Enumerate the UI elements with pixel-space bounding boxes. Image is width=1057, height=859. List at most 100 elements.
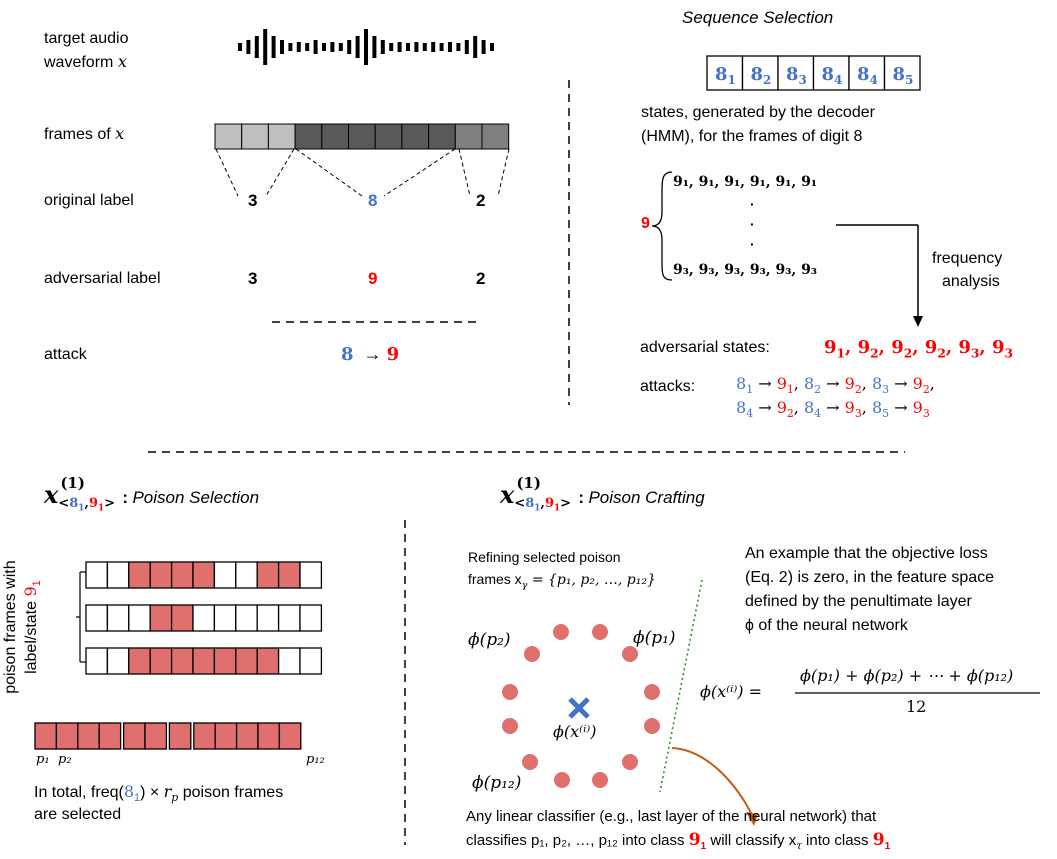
equation-lhs: ϕ(x⁽ⁱ⁾) = <box>700 682 762 701</box>
selected-frame-cell <box>193 722 216 750</box>
poison-frame-cell <box>128 647 151 675</box>
feature-point <box>522 754 538 770</box>
waveform-bar <box>347 40 352 54</box>
footer-line-2: classifies p₁, p₂, …, p₁₂ into class 91 … <box>466 830 891 852</box>
waveform-bar <box>439 43 444 51</box>
waveform-bar <box>464 40 469 54</box>
selected-frame-cell <box>55 722 79 750</box>
states-desc-line2: (HMM), for the frames of digit 8 <box>641 128 863 145</box>
selected-frame-cell <box>144 722 168 750</box>
frame-cell <box>348 123 376 150</box>
refine-line-1: Refining selected poison <box>468 549 621 565</box>
poison-frame-cell <box>277 647 301 675</box>
attack-from: 82 <box>803 374 822 397</box>
waveform-bar <box>414 42 419 52</box>
attack-from: 83 <box>871 374 890 397</box>
frequency-label-2: analysis <box>942 273 1000 290</box>
poison-crafting-title: x (1) <81,91> : Poison Crafting <box>500 474 705 514</box>
adversarial-states-values: 91, 92, 92, 92, 93, 93 <box>824 337 1014 361</box>
feature-points <box>502 624 660 788</box>
waveform-bar <box>355 36 360 58</box>
feature-point <box>554 772 570 788</box>
example-line-2: (Eq. 2) is zero, in the feature space <box>745 569 995 586</box>
waveform-bar <box>305 43 310 51</box>
frame-cell <box>401 123 430 150</box>
state-box <box>812 55 850 91</box>
poison-frame-cell <box>128 604 151 632</box>
waveform-bar <box>254 36 259 58</box>
poison-frame-cell <box>277 561 301 589</box>
frame-label-connectors <box>215 148 510 197</box>
poison-frame-cell <box>85 604 109 632</box>
frames-strip <box>214 123 510 150</box>
selected-frame-cell <box>77 722 100 750</box>
poison-frame-rows <box>85 561 323 675</box>
feature-point <box>622 646 638 662</box>
frame-cell <box>321 123 349 150</box>
adversarial-state: 92 <box>891 337 913 361</box>
waveform-bar <box>263 29 268 65</box>
waveform-bar <box>338 43 343 51</box>
frequency-label-1: frequency <box>932 250 1003 267</box>
feature-point <box>592 624 608 640</box>
frame-cell <box>214 123 243 150</box>
waveform-bar <box>296 42 301 52</box>
vertical-label: poison frames with label/state 91 <box>1 560 44 694</box>
poison-frame-cell <box>256 561 280 589</box>
state-box <box>777 55 815 91</box>
state-sequence-boxes: 81 82 83 84 84 85 <box>706 55 921 91</box>
poison-frame-cell <box>170 561 194 589</box>
attacks-line-2: 84 → 92, 84 → 93, 85 → 93 <box>736 398 930 421</box>
poison-frame-cell <box>235 647 258 675</box>
waveform-bar <box>456 43 461 51</box>
phi-xi-label: ϕ(x⁽ⁱ⁾) <box>553 722 597 741</box>
state-row-3: 9₃, 9₃, 9₃, 9₃, 9₃, 9₃ <box>673 262 817 278</box>
adversarial-value-3: 3 <box>248 269 258 288</box>
poison-frame-cell <box>192 561 216 589</box>
classify-arrowhead <box>746 812 758 826</box>
selected-poison-frames <box>34 722 302 750</box>
phi-p1-label: ϕ(p₁) <box>633 628 676 648</box>
poison-frame-cell <box>149 604 173 632</box>
sequence-selection-title: Sequence Selection <box>682 8 834 27</box>
refine-line-2: frames xγ = {p₁, p₂, …, p₁₂} <box>468 571 656 591</box>
feature-point <box>592 772 608 788</box>
frame-cell <box>428 123 456 150</box>
phi-p12-label: ϕ(p₁₂) <box>472 773 522 793</box>
poison-frame-cell <box>213 604 237 632</box>
poison-frame-cell <box>106 561 130 589</box>
adversarial-states-label: adversarial states: <box>640 339 770 356</box>
brace-digit: 9 <box>641 215 650 232</box>
dot-1: · <box>750 196 755 212</box>
poison-frame-cell <box>170 647 194 675</box>
waveform-bar <box>380 40 385 54</box>
original-label: original label <box>44 192 134 209</box>
phi-p2-label: ϕ(p₂) <box>468 630 511 650</box>
waveform-bar <box>372 36 377 58</box>
adversarial-state: 91 <box>824 337 846 361</box>
waveform-bar <box>397 42 402 52</box>
frames-label: frames of x <box>44 124 125 143</box>
waveform-bar <box>313 40 318 54</box>
waveform-bar <box>322 43 326 51</box>
attack-to: 92 <box>776 398 794 421</box>
poison-frame-cell <box>213 647 237 675</box>
poison-frame-cell <box>192 647 216 675</box>
feature-point <box>502 684 518 700</box>
selected-frame-cell <box>235 722 259 750</box>
poison-frame-cell <box>85 561 109 589</box>
waveform-bar <box>246 40 251 54</box>
selected-frame-cell <box>168 722 192 750</box>
original-value-2: 2 <box>476 191 486 210</box>
adversarial-label: adversarial label <box>44 270 161 287</box>
dot-3: · <box>750 236 755 252</box>
p2-label: p₂ <box>58 752 72 767</box>
poison-frame-cell <box>256 604 280 632</box>
poison-frame-cell <box>128 561 151 589</box>
waveform-bar <box>238 43 242 51</box>
example-line-4: ϕ of the neural network <box>745 617 908 634</box>
waveform-bar <box>280 40 284 54</box>
waveform-bar <box>330 42 335 52</box>
original-value-8: 8 <box>368 191 378 210</box>
